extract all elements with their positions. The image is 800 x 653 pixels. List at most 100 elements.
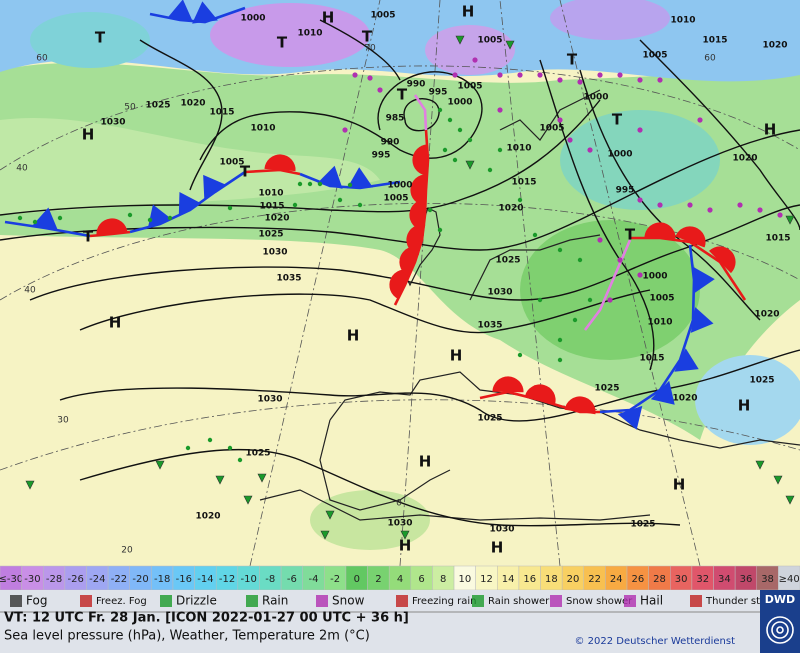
isobar-label: 1030 (487, 288, 512, 298)
pressure-centre: H (673, 476, 686, 494)
graticule-label: 20 (121, 546, 133, 556)
rain-symbol (57, 215, 63, 221)
cold-front (4, 207, 91, 238)
scale-label: 26 (631, 574, 644, 585)
isobar-label: 1005 (383, 194, 408, 204)
rain-symbol (457, 127, 463, 133)
legend-label: Drizzle (176, 594, 217, 608)
isobar-label: 1030 (262, 248, 287, 258)
snow-symbol (637, 197, 643, 203)
scale-label: -30 (24, 574, 40, 585)
isobar-label: 1015 (209, 108, 234, 118)
pressure-centre: T (95, 29, 106, 47)
warm-front (244, 154, 301, 176)
isobar-label: 985 (386, 114, 405, 124)
isobar-label: 995 (616, 186, 635, 196)
legend-icon (690, 595, 702, 607)
temperature-field (210, 3, 370, 67)
description: Sea level pressure (hPa), Weather, Tempe… (4, 629, 370, 644)
map-labels: 1000 1005 1010 1005 1010 1005 1015 1020 1000 1025… (16, 3, 790, 557)
isobar-label: 1020 (498, 204, 523, 214)
cold-front (129, 170, 246, 234)
rain-symbol (437, 107, 443, 113)
isobar-label: 1020 (180, 99, 205, 109)
shower-symbol (505, 40, 515, 50)
scale-label: -18 (154, 574, 170, 585)
snow-symbol (452, 72, 458, 78)
shower-symbol (785, 495, 795, 505)
isobar-label: 1035 (276, 274, 301, 284)
pressure-centre: H (347, 327, 360, 345)
graticule-label: 0 (396, 499, 402, 509)
isobar-label: 1015 (639, 354, 664, 364)
snow-symbol (587, 147, 593, 153)
isobar-label: 1020 (672, 394, 697, 404)
graticule-label: 60 (36, 54, 48, 64)
shower-symbol (755, 460, 765, 470)
isobar-label: 1030 (257, 395, 282, 405)
isobar (639, 39, 800, 231)
rain-symbol (317, 181, 323, 187)
rain-symbol (185, 445, 191, 451)
snow-symbol (657, 77, 663, 83)
isobars (0, 19, 800, 527)
fronts (4, 0, 747, 430)
isobar-label: 1000 (607, 150, 632, 160)
isobar-label: 1020 (195, 512, 220, 522)
cold-front (149, 0, 246, 24)
graticule-label: 60 (704, 54, 716, 64)
rain-symbol (307, 181, 313, 187)
rain-symbol (497, 147, 503, 153)
temperature-field (30, 12, 150, 68)
snow-symbol (537, 72, 543, 78)
isobar (79, 448, 681, 527)
copyright: © 2022 Deutscher Wetterdienst (574, 636, 735, 647)
temperature-field (560, 110, 720, 210)
weather-legend: Fog Freez. Fog Drizzle Rain Snow Freezing rai… (10, 594, 780, 608)
pressure-centre: T (397, 86, 408, 104)
isobar-label: 1025 (258, 230, 283, 240)
graticule-label: 40 (24, 286, 36, 296)
pressure-centre: H (738, 397, 751, 415)
snow-symbol (517, 72, 523, 78)
pressure-centre: T (612, 111, 623, 129)
rain-symbol (572, 317, 578, 323)
pressure-centre: H (450, 347, 463, 365)
legend-label: Hail (640, 594, 663, 608)
scale-label: 18 (545, 574, 558, 585)
rain-symbol (437, 227, 443, 233)
pressure-centre: H (109, 314, 122, 332)
shower-symbol (243, 495, 253, 505)
pressure-centre: T (625, 226, 636, 244)
scale-label: -8 (265, 574, 275, 585)
snow-symbol (757, 207, 763, 213)
isobar-label: 1010 (297, 29, 322, 39)
isobar-label: 1030 (100, 118, 125, 128)
coastline (469, 234, 601, 301)
isobar-label: 1020 (264, 214, 289, 224)
isobar-label: 1030 (489, 525, 514, 535)
snow-symbol (367, 75, 373, 81)
legend-label: Thunder storm (705, 596, 780, 607)
shower-symbol (465, 160, 475, 170)
scale-label: -16 (176, 574, 192, 585)
isobar-label: 1005 (642, 51, 667, 61)
scale-label: 38 (761, 574, 774, 585)
temperature-field (695, 355, 800, 445)
scale-label: -24 (89, 574, 105, 585)
rain-symbol (207, 437, 213, 443)
legend-label: Fog (26, 594, 47, 608)
snow-symbol (607, 297, 613, 303)
weather-symbols (17, 35, 795, 540)
rain-symbol (577, 257, 583, 263)
temperature-scale: ≤-30 -30 -28 -26 -24 -22 -20 -18 -16 -14 -12 -10 -8-… (0, 565, 800, 591)
graticule-line (0, 399, 800, 471)
snow-symbol (497, 107, 503, 113)
legend-icon (316, 595, 328, 607)
pressure-centre: T (240, 163, 251, 181)
rain-symbol (557, 247, 563, 253)
scale-label: -4 (309, 574, 319, 585)
rain-symbol (292, 202, 298, 208)
graticule-line (249, 0, 381, 566)
